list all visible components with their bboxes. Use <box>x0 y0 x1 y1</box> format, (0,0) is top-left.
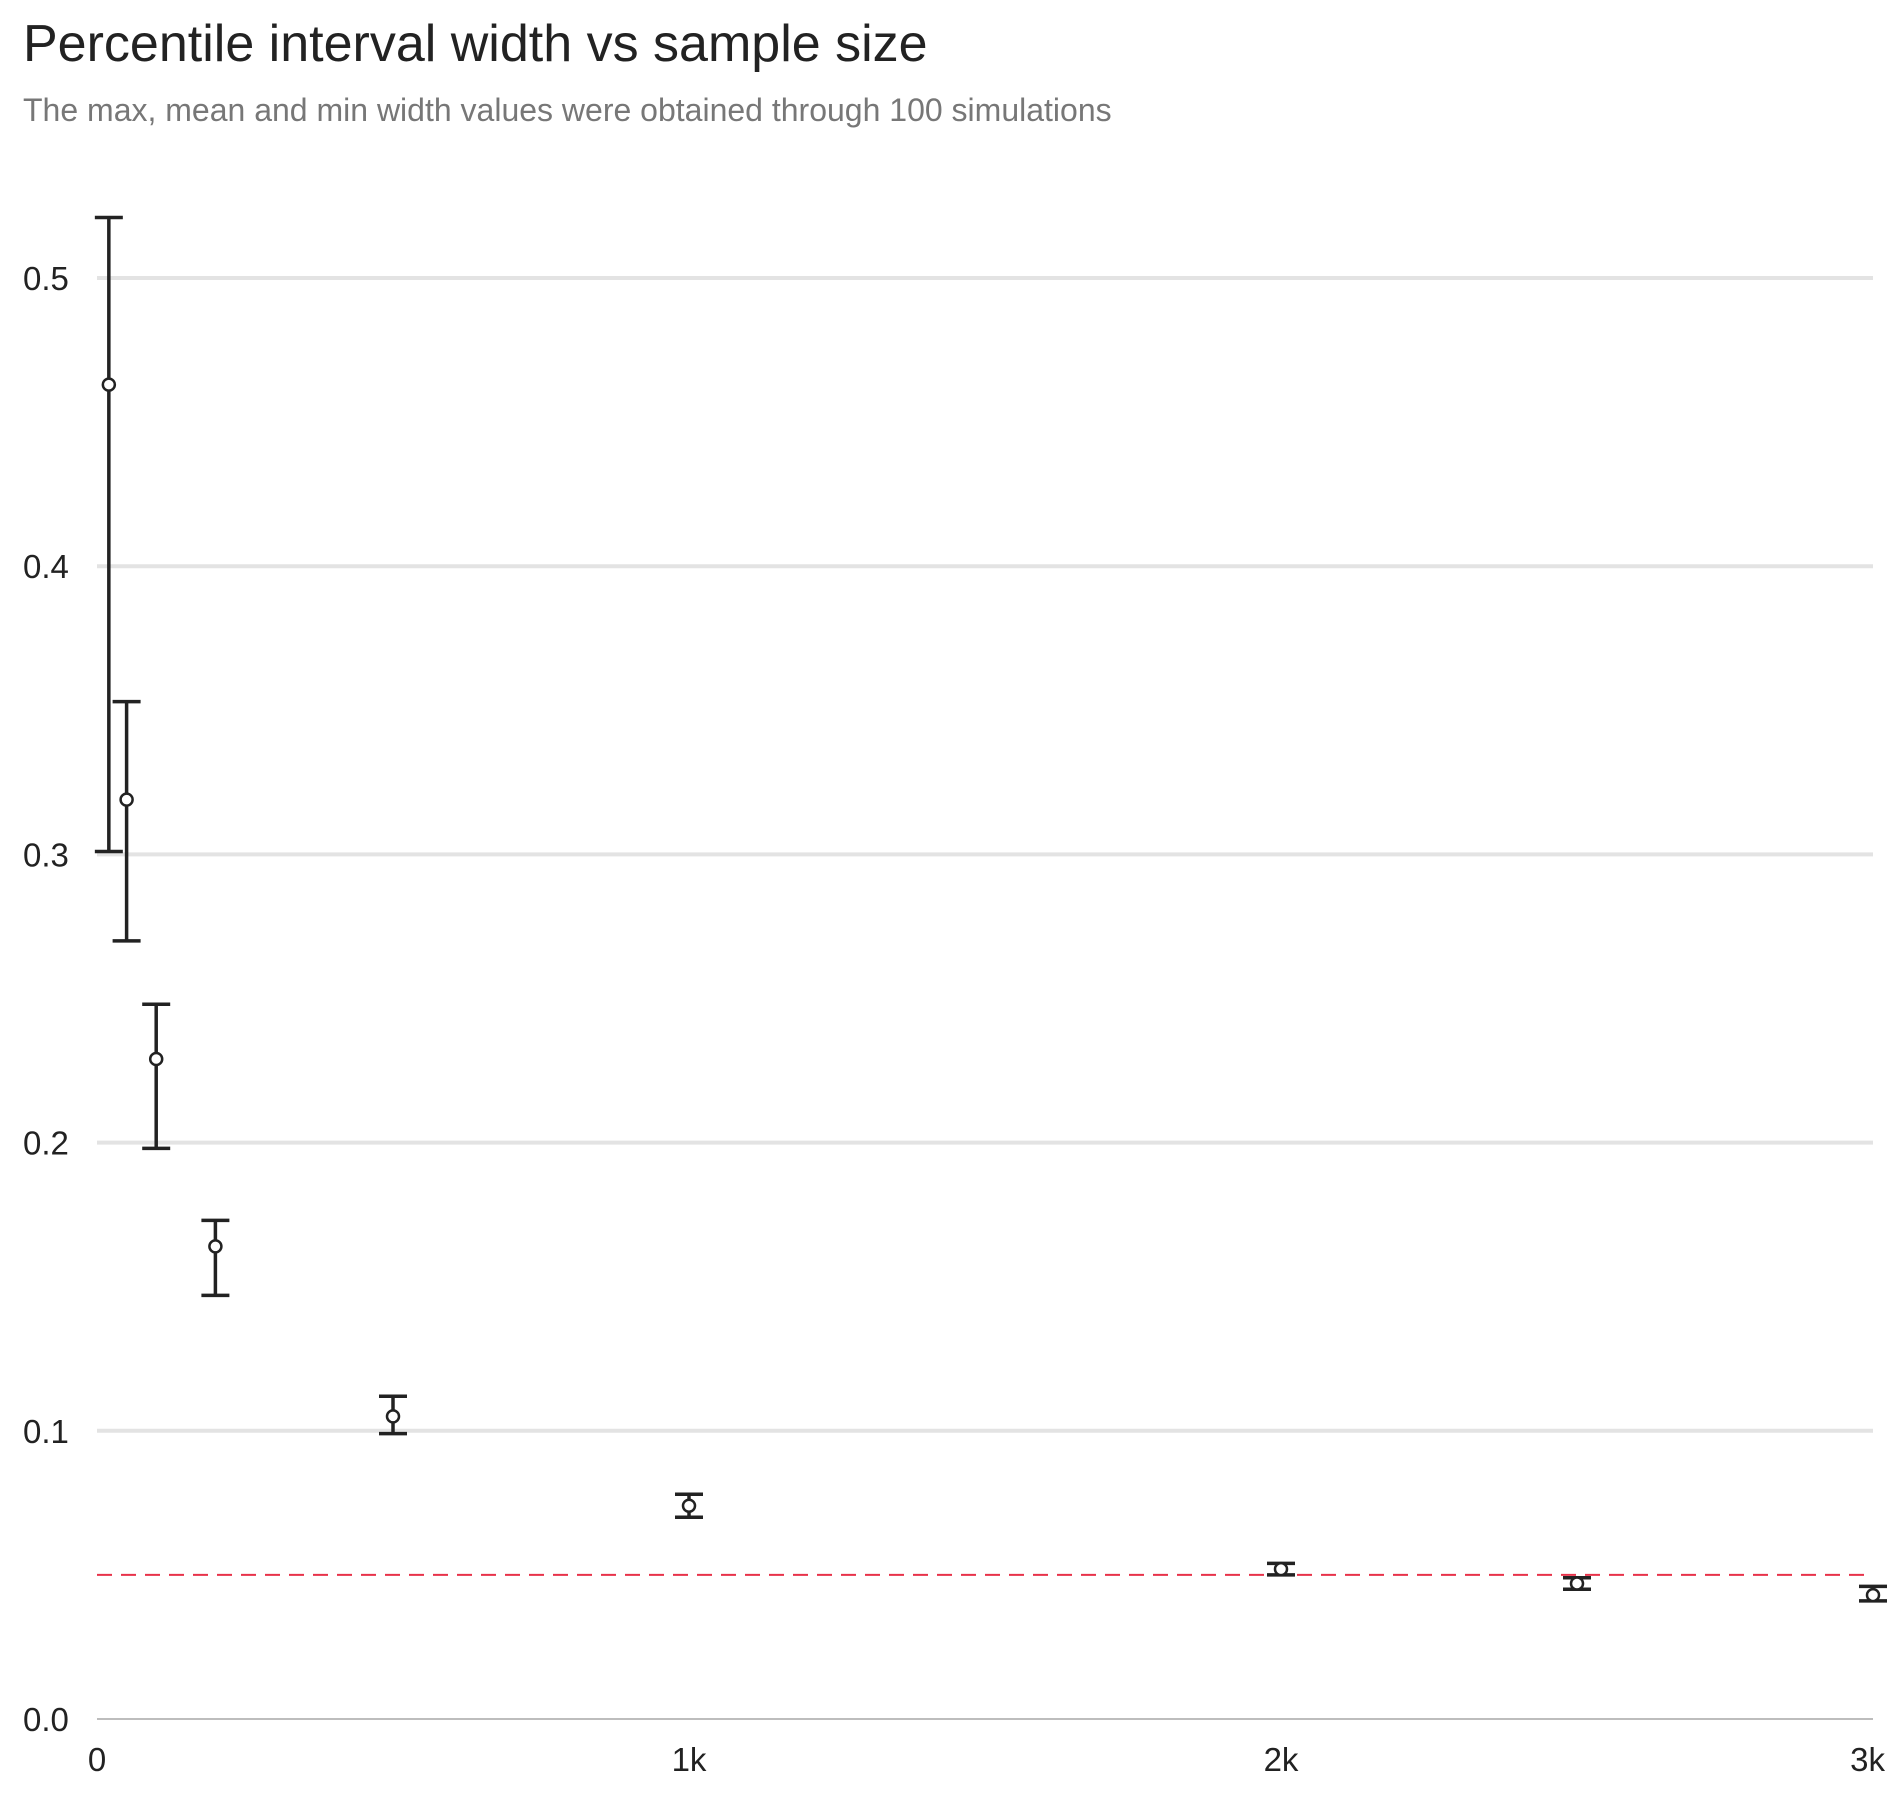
x-tick-label: 2k <box>1264 1741 1299 1778</box>
chart-title: Percentile interval width vs sample size <box>23 15 928 73</box>
mean-point <box>119 792 134 807</box>
y-tick-label: 0.0 <box>23 1701 69 1738</box>
mean-point <box>208 1239 223 1254</box>
chart-subtitle: The max, mean and min width values were … <box>23 92 1112 128</box>
error-bar <box>1563 1576 1591 1592</box>
error-bar <box>675 1492 703 1520</box>
grid-lines <box>97 276 1873 1433</box>
y-tick-labels: 0.0 0.1 0.2 0.3 0.4 0.5 <box>23 260 69 1738</box>
mean-point <box>385 1409 401 1424</box>
error-bar <box>94 215 123 854</box>
mean-point <box>1569 1576 1585 1591</box>
x-tick-label: 3k <box>1850 1741 1885 1778</box>
y-tick-label: 0.3 <box>23 836 69 873</box>
y-tick-label: 0.5 <box>23 260 69 297</box>
mean-point <box>148 1051 164 1067</box>
error-bar <box>1859 1584 1887 1603</box>
mean-point <box>101 377 117 392</box>
mean-point <box>1865 1587 1881 1603</box>
x-tick-label: 1k <box>672 1741 707 1778</box>
x-tick-labels: 0 1k 2k 3k <box>88 1741 1886 1778</box>
y-tick-label: 0.1 <box>23 1413 69 1450</box>
y-tick-label: 0.4 <box>23 548 69 585</box>
mean-point <box>1273 1561 1289 1577</box>
error-bar <box>112 699 141 943</box>
error-bar <box>142 1002 171 1151</box>
error-bar <box>1267 1561 1295 1577</box>
error-bar <box>201 1218 230 1298</box>
y-tick-label: 0.2 <box>23 1125 69 1162</box>
data-marks <box>94 215 1887 1603</box>
x-tick-label: 0 <box>88 1741 106 1778</box>
error-bar <box>379 1394 407 1436</box>
mean-point <box>681 1498 697 1513</box>
